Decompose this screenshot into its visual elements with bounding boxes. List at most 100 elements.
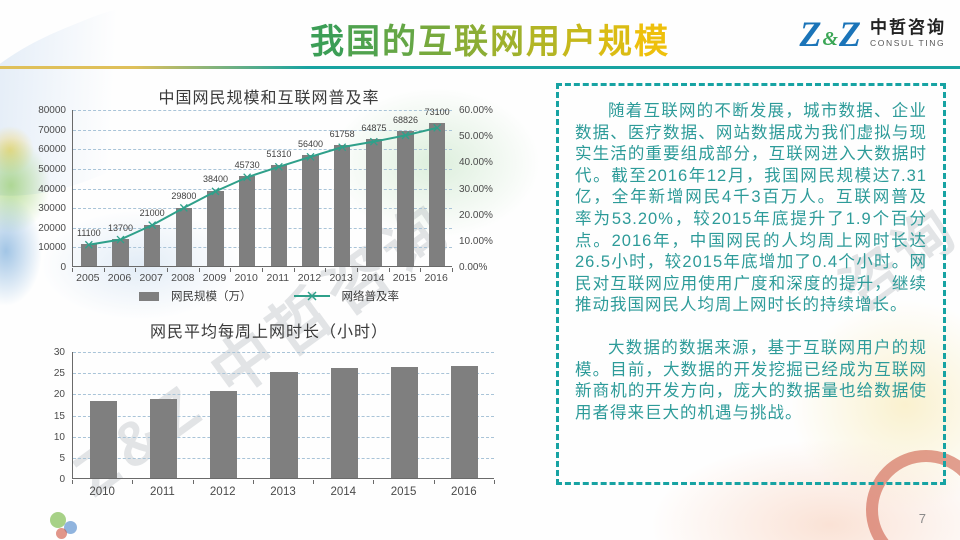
bar-value-label: 73100 (424, 106, 450, 117)
gridline (73, 247, 452, 249)
title-char: 模 (634, 23, 670, 61)
left-axis-tick: 30000 (38, 203, 66, 215)
left-axis-tick: 70000 (38, 124, 66, 136)
netizen-scale-penetration-chart: 中国网民规模和互联网普及率 11100 13700 21000 29800 38400 4… (28, 84, 510, 314)
page-title: 我国的互联网用户规模 (30, 14, 950, 63)
x-axis-label: 2009 (202, 272, 227, 284)
axis-tickmark (494, 480, 495, 484)
commentary-paragraph-2: 大数据的数据来源，基于互联网用户的规模。目前，大数据的开发挖掘已经成为互联网新商… (575, 339, 927, 422)
right-axis-tick: 50.00% (459, 131, 493, 143)
page-number: 7 (918, 511, 926, 526)
left-axis-tick: 10000 (38, 242, 66, 254)
hours-bar (210, 391, 238, 478)
logo-letter-z: Z (839, 14, 861, 54)
title-char: 的 (382, 23, 418, 61)
x-axis-label: 2010 (89, 486, 115, 498)
left-axis-tick: 20 (53, 389, 65, 401)
axis-tickmark (72, 268, 73, 272)
logo-wordmark: 中哲咨询 CONSUL TING (870, 18, 946, 49)
legend-line-icon (293, 290, 330, 302)
scale-bar (428, 122, 446, 266)
left-axis-tick: 5 (59, 452, 65, 464)
chart1-title: 中国网民规模和互联网普及率 (158, 90, 380, 107)
right-axis-tick: 30.00% (459, 183, 493, 195)
chart1-plot-area: 11100 13700 21000 29800 38400 45730 51310 56400… (72, 106, 452, 267)
left-axis-tick: 10 (53, 431, 65, 443)
x-axis-label: 2008 (171, 272, 195, 284)
x-axis-label: 2016 (424, 272, 448, 284)
axis-tickmark (357, 268, 358, 272)
x-axis-label: 2013 (329, 272, 353, 284)
x-axis-label: 2007 (139, 272, 163, 284)
axis-tickmark (192, 480, 194, 484)
left-axis-tick: 50000 (38, 163, 66, 175)
title-char: 户 (562, 23, 598, 61)
logo-ampersand: & (822, 28, 838, 50)
gridline (73, 208, 452, 210)
bar-value-label: 68826 (392, 114, 419, 125)
axis-tickmark (252, 480, 254, 484)
axis-tickmark (293, 268, 295, 272)
logo-company-tagline: CONSUL TING (870, 37, 946, 48)
scale-bar (397, 130, 414, 266)
left-axis-tick: 40000 (38, 183, 66, 195)
axis-tickmark (313, 480, 315, 484)
axis-tickmark (103, 268, 105, 272)
axis-tickmark (230, 268, 232, 272)
legend-bar-label: 网民规模（万） (171, 291, 252, 303)
axis-tickmark (325, 268, 327, 272)
left-axis-tick: 20000 (38, 222, 66, 234)
gridline (73, 110, 452, 111)
x-axis-label: 2012 (297, 272, 322, 284)
hours-bar (391, 367, 419, 478)
left-axis-tick: 60000 (38, 144, 66, 156)
left-axis-tick: 0 (59, 474, 65, 485)
axis-tickmark (433, 480, 435, 484)
scale-bar (333, 144, 351, 266)
x-axis-label: 2012 (209, 486, 236, 498)
axis-tickmark (452, 268, 453, 272)
x-axis-label: 2005 (76, 272, 100, 284)
title-char: 用 (526, 23, 562, 61)
bar-value-label: 64875 (361, 122, 387, 133)
left-axis-tick: 25 (53, 368, 65, 380)
right-axis-tick: 20.00% (459, 209, 493, 221)
legend-bar-swatch (139, 291, 159, 301)
chart1-legend: 网民规模（万） 网络普及率 (28, 288, 510, 304)
gridline (73, 188, 452, 190)
weekly-online-hours-chart: 网民平均每周上网时长（小时） 30 25 20 15 10 5 0 2010 2011 2012 2… (28, 318, 510, 518)
x-axis-label: 2014 (361, 272, 385, 284)
logo-company-name: 中哲咨询 (870, 18, 946, 38)
penetration-rate-line (84, 123, 442, 249)
title-char: 我 (310, 23, 346, 61)
x-axis-label: 2015 (392, 272, 417, 284)
company-logo: Z & Z 中哲咨询 CONSUL TING (799, 16, 946, 52)
scale-bar (270, 165, 288, 266)
hours-bar (330, 367, 358, 478)
decor-dot-blue (64, 521, 77, 534)
bar-value-label: 51310 (266, 149, 292, 160)
hours-bar (149, 398, 177, 478)
right-axis-tick: 60.00% (459, 105, 493, 116)
axis-tickmark (262, 268, 263, 272)
x-axis-label: 2006 (107, 272, 132, 284)
legend-line-label: 网络普及率 (341, 291, 400, 303)
axis-tickmark (373, 480, 375, 484)
left-axis-tick: 0 (60, 262, 66, 273)
x-axis-label: 2013 (270, 486, 296, 498)
chart2-title: 网民平均每周上网时长（小时） (149, 324, 388, 341)
gridline (73, 227, 452, 229)
logo-letter-z: Z (799, 14, 822, 54)
right-axis-tick: 0.00% (459, 262, 488, 273)
axis-tickmark (167, 268, 168, 272)
bar-value-label: 11100 (76, 227, 101, 238)
bar-value-label: 56400 (297, 139, 324, 150)
commentary-paragraph-1: 随着互联网的不断发展，城市数据、企业数据、医疗数据、网站数据成为我们虚拟与现实生… (575, 102, 927, 315)
legend-line-glyph (293, 291, 330, 301)
hours-bar (451, 365, 479, 478)
x-axis-label: 2016 (451, 486, 477, 498)
left-axis-tick: 30 (53, 347, 65, 358)
hours-bar (89, 400, 117, 478)
axis-tickmark (72, 480, 73, 484)
scale-bar (143, 224, 161, 266)
